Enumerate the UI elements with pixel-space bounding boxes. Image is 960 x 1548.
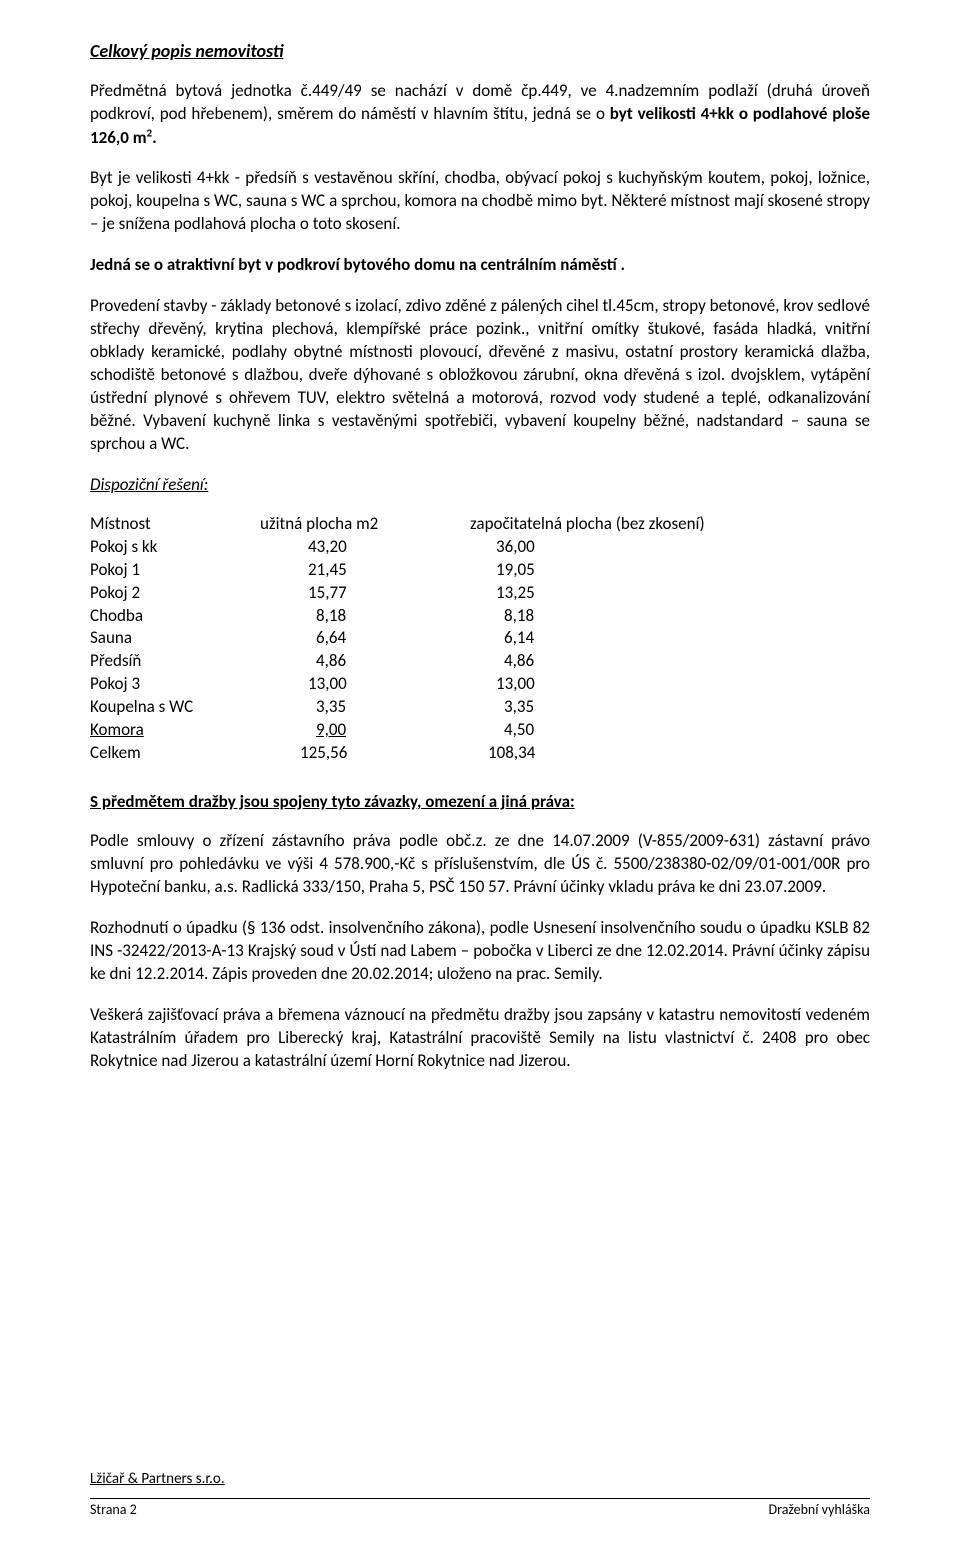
room-area: 3,35 xyxy=(260,696,470,719)
room-area: 9,00 xyxy=(260,719,470,742)
room-name: Komora xyxy=(90,719,260,742)
room-name: Koupelna s WC xyxy=(90,696,260,719)
paragraph-layout: Byt je velikosti 4+kk - předsíň s vestav… xyxy=(90,167,870,236)
section-title-disposition: Dispoziční řešení: xyxy=(90,474,870,495)
paragraph-attractive: Jedná se o atraktivní byt v podkroví byt… xyxy=(90,254,870,277)
table-row: Pokoj 1 21,45 19,05 xyxy=(90,559,870,582)
paragraph-construction: Provedení stavby - základy betonové s iz… xyxy=(90,295,870,456)
table-header: užitná plocha m2 xyxy=(260,513,470,536)
room-area: 6,64 xyxy=(260,627,470,650)
document-page: Celkový popis nemovitosti Předmětná byto… xyxy=(0,0,960,1548)
room-name: Pokoj 2 xyxy=(90,582,260,605)
room-countable: 8,18 xyxy=(470,605,870,628)
table-row: Předsíň 4,86 4,86 xyxy=(90,650,870,673)
room-area: 4,86 xyxy=(260,650,470,673)
room-area: 8,18 xyxy=(260,605,470,628)
total-label: Celkem xyxy=(90,742,260,765)
paragraph-lien: Podle smlouvy o zřízení zástavního práva… xyxy=(90,830,870,899)
table-row: Koupelna s WC 3,35 3,35 xyxy=(90,696,870,719)
room-name: Pokoj 3 xyxy=(90,673,260,696)
page-footer: Lžičař & Partners s.r.o. Strana 2 Dražeb… xyxy=(90,1470,870,1518)
room-area: 13,00 xyxy=(260,673,470,696)
total-area: 125,56 xyxy=(260,742,470,765)
total-countable: 108,34 xyxy=(470,742,870,765)
table-total-row: Celkem 125,56 108,34 xyxy=(90,742,870,765)
paragraph-intro: Předmětná bytová jednotka č.449/49 se na… xyxy=(90,80,870,149)
table-row: Pokoj s kk 43,20 36,00 xyxy=(90,536,870,559)
room-countable: 13,00 xyxy=(470,673,870,696)
footer-line: Strana 2 Dražební vyhláška xyxy=(90,1498,870,1518)
table-row: Chodba 8,18 8,18 xyxy=(90,605,870,628)
room-name: Pokoj 1 xyxy=(90,559,260,582)
table-row: Sauna 6,64 6,14 xyxy=(90,627,870,650)
section-title-obligations: S předmětem dražby jsou spojeny tyto záv… xyxy=(90,791,870,812)
table-row: Pokoj 3 13,00 13,00 xyxy=(90,673,870,696)
table-header-row: Místnost užitná plocha m2 započitatelná … xyxy=(90,513,870,536)
room-name: Sauna xyxy=(90,627,260,650)
room-area: 21,45 xyxy=(260,559,470,582)
room-countable: 4,50 xyxy=(470,719,870,742)
room-countable: 4,86 xyxy=(470,650,870,673)
table-row: Pokoj 2 15,77 13,25 xyxy=(90,582,870,605)
room-countable: 19,05 xyxy=(470,559,870,582)
room-name: Chodba xyxy=(90,605,260,628)
room-area: 15,77 xyxy=(260,582,470,605)
room-countable: 36,00 xyxy=(470,536,870,559)
section-title-description: Celkový popis nemovitosti xyxy=(90,40,870,62)
room-countable: 3,35 xyxy=(470,696,870,719)
room-area: 43,20 xyxy=(260,536,470,559)
room-name: Pokoj s kk xyxy=(90,536,260,559)
table-header: Místnost xyxy=(90,513,260,536)
paragraph-registry: Veškerá zajišťovací práva a břemena vázn… xyxy=(90,1004,870,1073)
rooms-table: Místnost užitná plocha m2 započitatelná … xyxy=(90,513,870,765)
footer-company: Lžičař & Partners s.r.o. xyxy=(90,1470,870,1488)
room-name: Předsíň xyxy=(90,650,260,673)
room-countable: 13,25 xyxy=(470,582,870,605)
paragraph-insolvency: Rozhodnutí o úpadku (§ 136 odst. insolve… xyxy=(90,917,870,986)
table-row: Komora 9,00 4,50 xyxy=(90,719,870,742)
footer-doc-type: Dražební vyhláška xyxy=(768,1501,870,1518)
room-countable: 6,14 xyxy=(470,627,870,650)
footer-page-number: Strana 2 xyxy=(90,1501,137,1518)
table-header: započitatelná plocha (bez zkosení) xyxy=(470,513,870,536)
